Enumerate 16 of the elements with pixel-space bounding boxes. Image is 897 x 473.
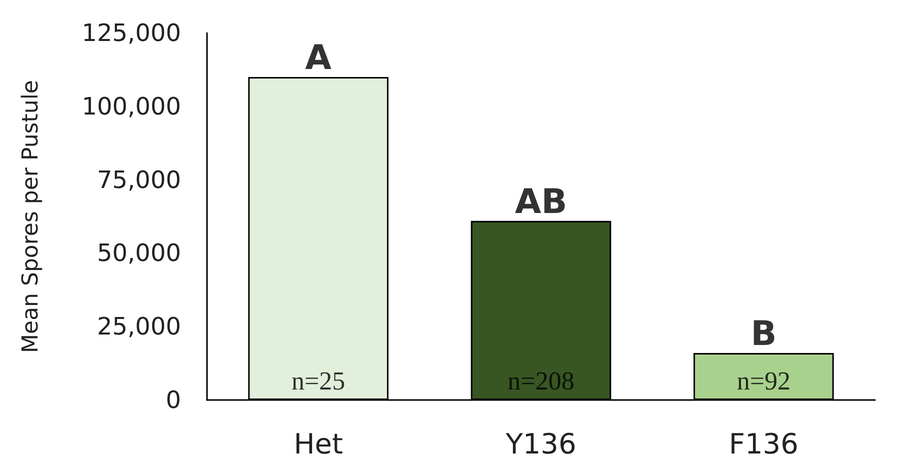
y-tick-label: 100,000 <box>82 92 181 120</box>
y-tick-label: 0 <box>166 386 181 414</box>
x-tick-label: Het <box>294 428 343 460</box>
annotation: n=92 <box>736 366 791 396</box>
annotation: B <box>750 314 777 354</box>
y-axis-title: Mean Spores per Pustule <box>18 80 44 353</box>
y-tick-label: 50,000 <box>97 239 181 268</box>
annotation: n=25 <box>291 366 346 396</box>
annotation: A <box>305 38 332 78</box>
annotation: n=208 <box>508 366 574 396</box>
y-tick-label: 125,000 <box>82 19 181 47</box>
x-tick-label: Y136 <box>504 428 576 460</box>
y-tick-label: 75,000 <box>97 166 181 194</box>
annotation: AB <box>514 182 568 222</box>
y-tick-label: 25,000 <box>97 312 181 341</box>
x-tick-label: F136 <box>728 428 798 460</box>
